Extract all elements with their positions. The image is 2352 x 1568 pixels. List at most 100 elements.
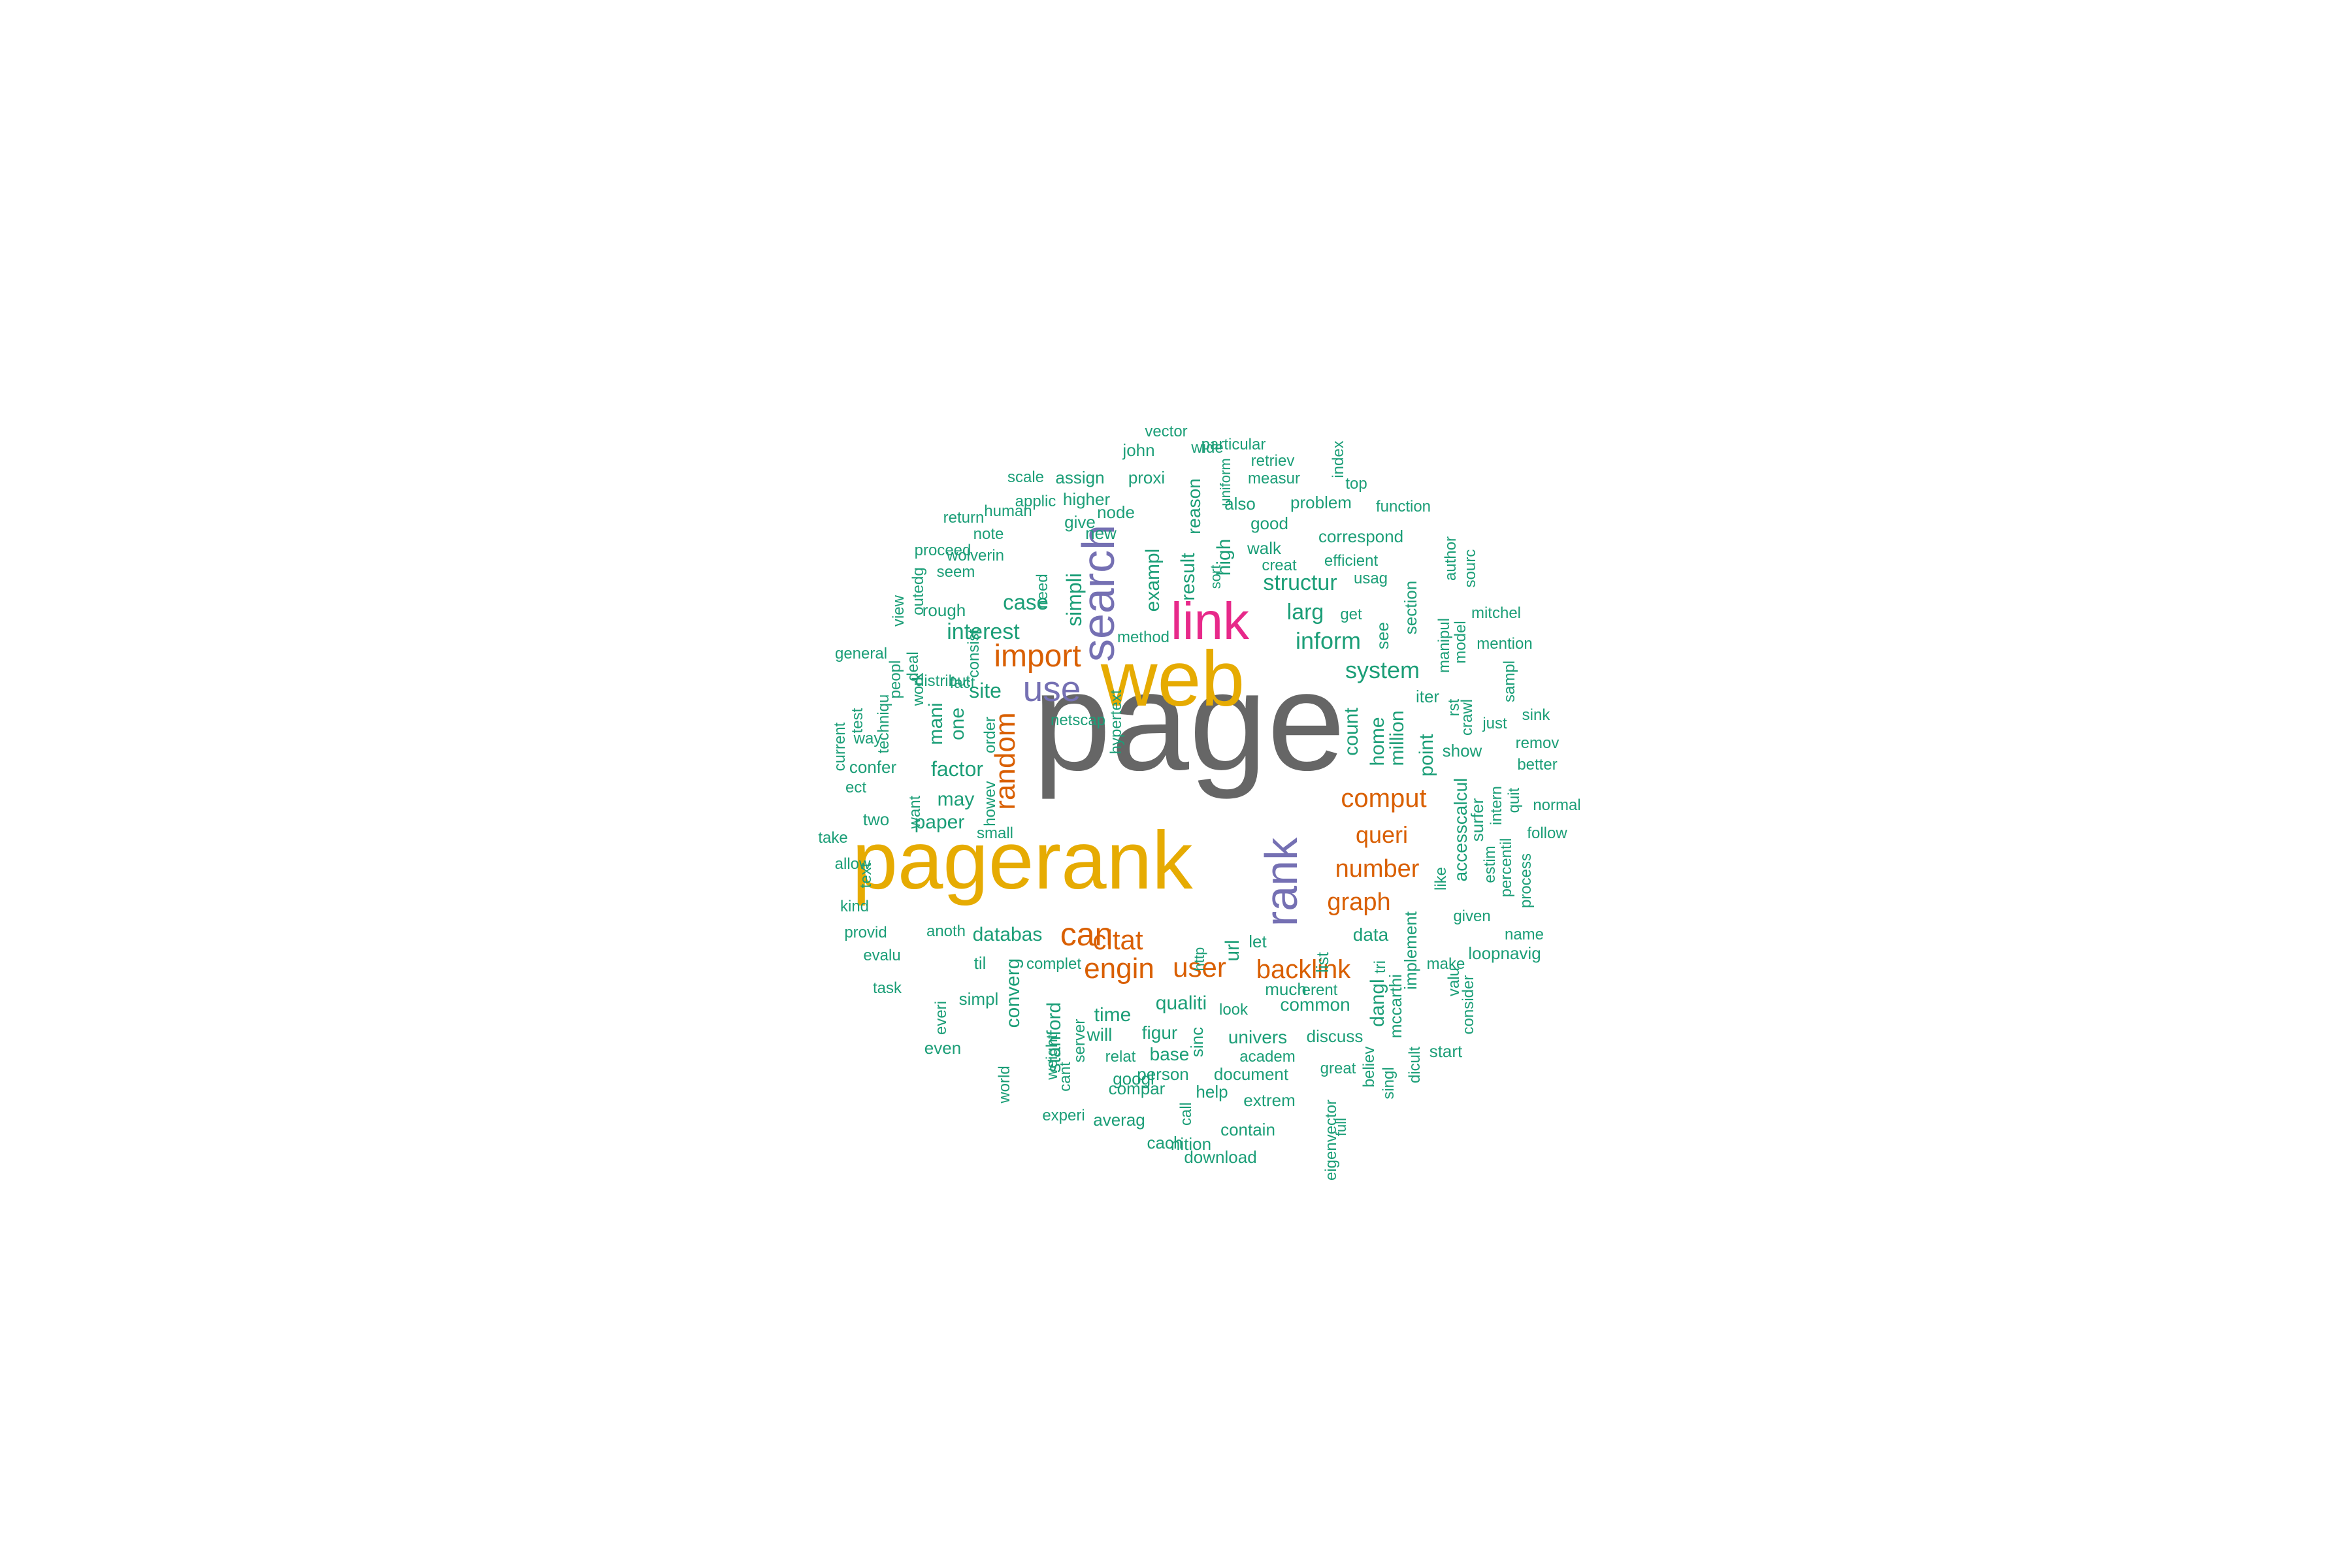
word-problem: problem	[1290, 493, 1352, 512]
word-estim: estim	[1481, 845, 1499, 883]
word-creat: creat	[1262, 557, 1297, 574]
word-proceed: proceed	[915, 542, 972, 559]
word-mention: mention	[1477, 635, 1532, 653]
word-sampl: sampl	[1501, 661, 1518, 702]
word-rst: rst	[1445, 698, 1463, 716]
word-experi: experi	[1042, 1107, 1085, 1124]
word-simpl: simpl	[959, 989, 999, 1009]
word-return: return	[943, 509, 985, 527]
word-author: author	[1442, 536, 1460, 581]
word-just: just	[1482, 715, 1507, 732]
word-reason: reason	[1184, 478, 1204, 534]
word-stanford: stanford	[1043, 1002, 1065, 1073]
word-even: even	[924, 1038, 961, 1058]
word-may: may	[938, 789, 975, 810]
word-contain: contain	[1220, 1120, 1275, 1139]
word-world: world	[996, 1066, 1013, 1103]
word-til: til	[974, 953, 987, 973]
word-url: url	[1222, 939, 1243, 961]
word-manipul: manipul	[1435, 618, 1453, 673]
word-valu: valu	[1445, 968, 1463, 996]
word-want: want	[906, 795, 924, 829]
word-consider: consider	[1460, 975, 1477, 1035]
word-full: full	[1333, 1118, 1349, 1136]
word-high: high	[1213, 539, 1235, 576]
word-databas: databas	[973, 924, 1043, 945]
word-larg: larg	[1287, 600, 1324, 625]
word-seem: seem	[937, 563, 975, 581]
word-work: work	[909, 672, 927, 707]
word-given: given	[1453, 907, 1490, 925]
word-graph: graph	[1327, 889, 1390, 916]
word-link: link	[1171, 592, 1250, 650]
word-accesscalcul: accesscalcul	[1450, 778, 1471, 882]
word-weight: weight	[1043, 1034, 1061, 1081]
word-node: node	[1097, 502, 1135, 522]
word-structur: structur	[1263, 570, 1337, 595]
word-two: two	[863, 809, 889, 829]
word-singl: singl	[1380, 1067, 1397, 1099]
word-model: model	[1452, 621, 1469, 663]
word-new: new	[1085, 523, 1117, 543]
word-relat: relat	[1105, 1048, 1136, 1066]
word-rough: rough	[923, 600, 966, 620]
word-dicult: dicult	[1406, 1047, 1424, 1083]
word-believ: believ	[1360, 1047, 1378, 1088]
word-number: number	[1335, 855, 1420, 883]
word-fact: fact	[950, 674, 975, 692]
word-evalu: evalu	[863, 947, 900, 964]
word-rank: rank	[1256, 837, 1307, 926]
word-surfer: surfer	[1467, 798, 1487, 841]
word-backlink: backlink	[1256, 955, 1352, 984]
word-dangl: dangl	[1367, 979, 1388, 1026]
word-converg: converg	[1002, 958, 1024, 1028]
word-random: random	[989, 712, 1021, 809]
word-ect: ect	[845, 779, 866, 796]
word-scale: scale	[1007, 468, 1044, 486]
word-section: section	[1401, 581, 1420, 634]
word-list: list	[1313, 951, 1332, 973]
word-engin: engin	[1084, 953, 1154, 985]
word-user: user	[1173, 952, 1226, 983]
word-usag: usag	[1354, 570, 1388, 587]
word-interest: interest	[947, 619, 1020, 644]
word-data: data	[1353, 924, 1389, 945]
word-assign: assign	[1055, 468, 1104, 487]
word-will: will	[1086, 1024, 1113, 1045]
word-consist: consist	[965, 629, 983, 678]
word-pagerank: pagerank	[852, 815, 1193, 906]
word-provid: provid	[844, 924, 887, 941]
word-mccarthi: mccarthi	[1386, 974, 1405, 1038]
word-comput: comput	[1341, 784, 1426, 813]
word-web: web	[1100, 635, 1245, 723]
word-retriev: retriev	[1251, 452, 1295, 470]
word-normal: normal	[1533, 796, 1580, 814]
word-look: look	[1219, 1001, 1249, 1019]
word-start: start	[1429, 1041, 1463, 1061]
word-compar: compar	[1109, 1079, 1166, 1098]
word-loopnavig: loopnavig	[1468, 943, 1541, 963]
word-allow: allow	[835, 855, 871, 873]
word-intern: intern	[1488, 786, 1505, 825]
word-general: general	[835, 645, 887, 662]
word-wide: wide	[1190, 439, 1223, 457]
word-netscap: netscap	[1051, 711, 1105, 729]
word-point: point	[1416, 734, 1437, 777]
word-human: human	[984, 502, 1032, 520]
word-paper: paper	[915, 811, 965, 833]
word-figur: figur	[1142, 1022, 1177, 1043]
word-take: take	[818, 829, 847, 847]
word-current: current	[831, 722, 849, 771]
word-like: like	[1432, 867, 1450, 890]
word-exampl: exampl	[1142, 549, 1164, 612]
word-peopl: peopl	[887, 661, 904, 699]
word-iter: iter	[1416, 687, 1439, 706]
word-great: great	[1320, 1060, 1356, 1077]
word-measur: measur	[1248, 470, 1300, 487]
word-proxi: proxi	[1128, 468, 1165, 487]
word-process: process	[1517, 853, 1535, 908]
word-academ: academ	[1239, 1048, 1295, 1066]
word-time: time	[1094, 1004, 1132, 1026]
word-uniform: uniform	[1217, 458, 1233, 506]
